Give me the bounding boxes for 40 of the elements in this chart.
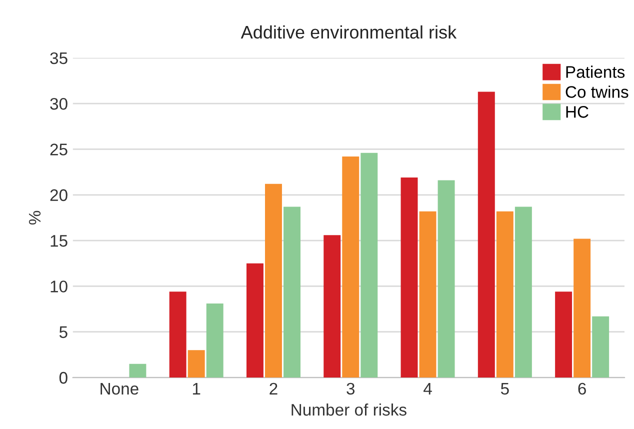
x-tick-label: 2 — [270, 382, 278, 394]
legend-label: Co twins — [566, 86, 628, 98]
bar — [246, 263, 264, 378]
x-tick-label: None — [100, 382, 138, 395]
x-tick-label: 5 — [500, 382, 509, 395]
bar — [592, 316, 610, 378]
x-tick-label: 6 — [578, 382, 586, 395]
legend-label: HC — [566, 106, 588, 118]
y-tick-label: 5 — [59, 326, 68, 338]
y-tick-label: 15 — [50, 235, 68, 247]
x-tick-label: 4 — [424, 382, 432, 394]
bar — [188, 350, 205, 378]
x-tick-label: 1 — [192, 382, 200, 394]
y-axis-title: % — [28, 210, 41, 225]
y-tick-label: 30 — [50, 98, 68, 110]
x-tick-label: 3 — [346, 382, 355, 395]
x-axis-title: Number of risks — [292, 403, 406, 416]
y-tick-label: 0 — [59, 372, 68, 384]
bar — [400, 178, 418, 378]
bar — [496, 211, 514, 378]
y-tick-label: 25 — [50, 144, 68, 156]
bar — [169, 292, 186, 378]
chart-title: Additive environmental risk — [240, 25, 457, 39]
bar — [360, 152, 378, 378]
bar — [324, 235, 341, 378]
bar — [438, 180, 455, 378]
y-tick-label: 35 — [50, 52, 68, 64]
bar — [514, 206, 532, 378]
bar — [284, 206, 300, 378]
legend-label: Patients — [566, 66, 625, 78]
y-tick-label: 20 — [50, 189, 68, 202]
bar — [574, 238, 591, 378]
bar — [419, 211, 436, 378]
bar — [478, 92, 495, 378]
bar — [265, 184, 282, 378]
bar — [342, 156, 360, 378]
y-tick-label: 10 — [50, 280, 68, 292]
bar — [206, 304, 224, 378]
bar — [555, 292, 572, 378]
bar — [129, 364, 146, 378]
